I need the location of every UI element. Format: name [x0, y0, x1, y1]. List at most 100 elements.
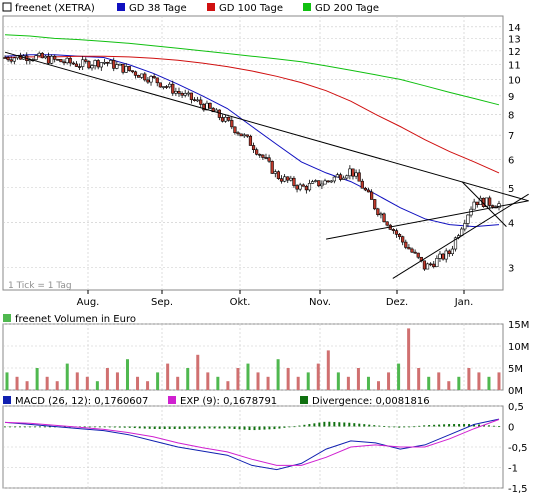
- candle-body: [115, 64, 119, 69]
- divergence-bar: [493, 425, 496, 427]
- legend-label-gd100: GD 100 Tage: [219, 3, 283, 14]
- price-tick-label: 14: [508, 23, 521, 34]
- candle-body: [401, 236, 405, 243]
- macd-legend: MACD (26, 12): 0,1760607 EXP (9): 0,1678…: [3, 396, 430, 407]
- candle-body: [286, 176, 290, 181]
- candle-body: [50, 55, 54, 64]
- candle-body: [273, 171, 277, 174]
- divergence-bar: [193, 426, 196, 429]
- divergence-bar: [323, 421, 326, 427]
- volume-bar: [246, 363, 250, 390]
- divergence-bar: [278, 426, 281, 429]
- divergence-bar: [303, 424, 306, 427]
- divergence-bar: [478, 424, 481, 427]
- candle-body: [404, 241, 408, 248]
- candle-body: [59, 59, 63, 63]
- divergence-bar: [4, 426, 6, 428]
- divergence-bar: [208, 426, 211, 429]
- candle-body: [174, 91, 178, 94]
- divergence-bar: [98, 426, 101, 428]
- volume-bar: [457, 376, 461, 390]
- candle-body: [236, 132, 240, 135]
- candle-body: [338, 174, 343, 180]
- candle-body: [28, 59, 32, 62]
- legend-label-divergence: Divergence: 0,0081816: [312, 396, 430, 407]
- candle-body: [43, 55, 47, 59]
- volume-bar: [75, 372, 79, 390]
- divergence-bar: [333, 421, 336, 427]
- macd-tick-label: -1,5: [508, 484, 528, 495]
- candle-body: [251, 145, 256, 150]
- macd-tick-label: 0,5: [508, 402, 524, 413]
- candle-body: [264, 157, 268, 159]
- candle-body: [90, 65, 94, 69]
- volume-bar: [387, 372, 391, 390]
- volume-tick-label: 15M: [508, 320, 529, 331]
- price-series: [3, 34, 501, 271]
- candle-body: [360, 180, 364, 189]
- divergence-bar: [453, 424, 456, 427]
- divergence-bar: [173, 426, 176, 429]
- divergence-bar: [318, 422, 321, 427]
- trend-line-upper: [4, 51, 529, 202]
- volume-tick-label: 0M: [508, 386, 523, 397]
- divergence-bar: [83, 426, 86, 428]
- candle-body: [335, 174, 340, 178]
- divergence-bar: [393, 426, 396, 428]
- candle-body: [450, 248, 454, 255]
- candle-body: [366, 189, 371, 193]
- volume-bar: [65, 363, 69, 390]
- price-panel: [2, 15, 504, 291]
- candle-body: [270, 160, 274, 174]
- divergence-bar: [158, 426, 161, 429]
- candle-body: [410, 248, 414, 253]
- candle-body: [255, 149, 259, 155]
- divergence-bar: [213, 426, 216, 429]
- tick-note: 1 Tick = 1 Tag: [8, 281, 72, 291]
- candle-body: [65, 57, 69, 64]
- divergence-bar: [338, 422, 341, 427]
- divergence-bar: [228, 426, 231, 429]
- divergence-bar: [218, 426, 221, 429]
- trend-line-channel-low: [392, 193, 529, 279]
- candle-body: [279, 178, 284, 182]
- divergence-bar: [293, 426, 296, 428]
- divergence-bar: [348, 422, 351, 427]
- divergence-bar: [463, 424, 466, 427]
- price-tick-label: 12: [508, 47, 521, 58]
- price-tick-label: 3: [508, 264, 514, 275]
- divergence-bar: [123, 426, 126, 428]
- candle-body: [155, 77, 159, 84]
- candle-body: [186, 92, 190, 95]
- volume-bar: [196, 354, 200, 390]
- volume-legend: freenet Volumen in Euro: [3, 314, 136, 325]
- divergence-bar: [433, 424, 436, 427]
- divergence-bar: [288, 426, 291, 428]
- divergence-bar: [48, 426, 51, 428]
- candle-body: [432, 263, 436, 268]
- candle-body: [407, 247, 411, 250]
- candle-body: [230, 120, 234, 128]
- candle-body: [118, 63, 122, 66]
- macd-tick-label: -1: [508, 464, 518, 475]
- divergence-bar: [88, 426, 91, 428]
- candle-body: [53, 55, 57, 60]
- candle-body: [9, 59, 13, 62]
- volume-bar: [366, 376, 370, 390]
- candle-body: [140, 73, 144, 78]
- divergence-bar: [103, 426, 106, 428]
- candle-body: [382, 213, 386, 223]
- divergence-bar: [33, 426, 36, 428]
- legend-label-exp: EXP (9): 0,1678791: [180, 396, 277, 407]
- legend-swatch-divergence: [300, 396, 308, 404]
- volume-tick-label: 5M: [508, 364, 523, 375]
- candle-body: [394, 230, 399, 235]
- divergence-bar: [263, 426, 266, 430]
- volume-bar: [186, 368, 190, 390]
- divergence-bar: [423, 425, 426, 427]
- price-grid: [3, 16, 503, 489]
- candle-body: [130, 70, 134, 73]
- candle-body: [158, 82, 162, 88]
